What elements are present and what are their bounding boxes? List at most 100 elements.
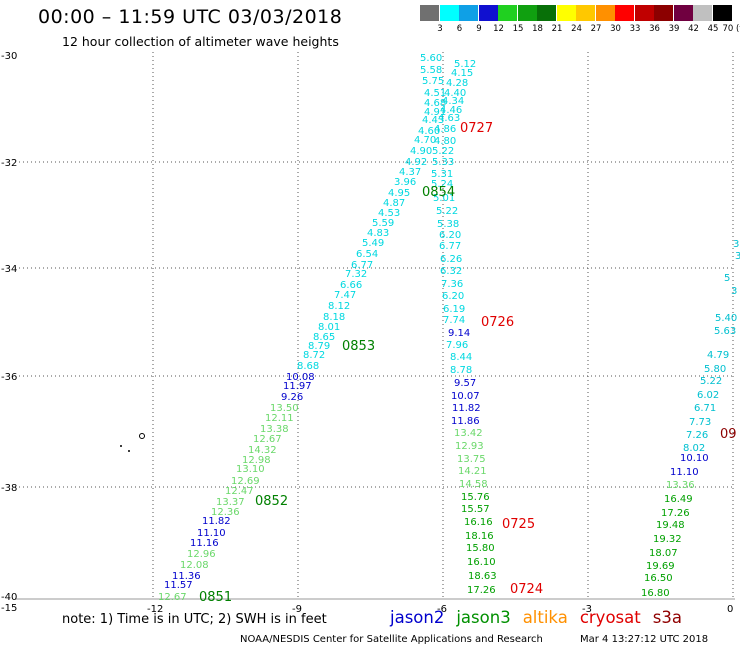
wave-height-label: 7.32	[345, 269, 367, 280]
track-2: 10.0811.979.269.149.5710.0711.8211.8611.…	[164, 328, 709, 591]
wave-height-label: 7.47	[334, 290, 356, 301]
x-tick-label: -12	[147, 604, 163, 615]
colorbar-swatch	[459, 5, 478, 21]
wave-height-label: 7.74	[443, 315, 465, 326]
wave-height-label: 19.48	[656, 520, 685, 531]
wave-height-label: 5.58	[420, 65, 442, 76]
wave-height-label: 11.82	[452, 403, 481, 414]
legend-altika: altika	[522, 608, 568, 627]
wave-height-label: 5.75	[422, 76, 444, 87]
wave-height-label: 8.68	[297, 361, 319, 372]
colorbar-swatch	[537, 5, 556, 21]
colorbar-swatch	[595, 5, 615, 21]
wave-height-label: 5.40	[715, 313, 737, 324]
wave-height-label: 6.54	[356, 249, 378, 260]
colorbar-swatch	[420, 5, 439, 21]
wave-height-label: 7.73	[689, 417, 711, 428]
wave-height-label: 4.34	[442, 96, 464, 107]
colorbar-swatch	[439, 5, 459, 21]
wave-height-label: 8.79	[308, 341, 330, 352]
wave-height-label: 4.90	[410, 146, 432, 157]
wave-height-label: 10.10	[680, 453, 709, 464]
wave-height-label: 6.02	[697, 390, 719, 401]
wave-height-label: 4.70	[414, 135, 436, 146]
wave-height-label: 8.18	[323, 312, 345, 323]
footer-note: note: 1) Time is in UTC; 2) SWH is in fe…	[62, 612, 327, 627]
wave-height-label: 9.57	[454, 378, 476, 389]
wave-height-label: 4.95	[388, 188, 410, 199]
pass-labels: 0727 0854 0726 0853 0852 0725 0724 0851 09	[199, 121, 737, 605]
colorbar-swatch	[654, 5, 673, 21]
wave-height-label: 6.77	[439, 241, 461, 252]
y-tick-label: -15	[1, 603, 17, 614]
wave-height-label: 5.22	[700, 376, 722, 387]
colorbar-label: 42	[688, 24, 699, 34]
wave-height-label: 4.37	[399, 167, 421, 178]
pass-time-label: 09	[720, 427, 737, 442]
wave-height-label: 9.14	[448, 328, 470, 339]
colorbar-label: 6	[456, 24, 463, 34]
colorbar-swatch	[615, 5, 634, 21]
wave-height-label: 6.26	[440, 254, 462, 265]
wave-height-label: 12.67	[253, 434, 282, 445]
wave-height-label: 3.96	[394, 177, 416, 188]
track-1: 5.60 5.12 5.58 4.15 5.75 4.284.514.404.684.34…	[297, 53, 476, 376]
wave-height-label: 4.92	[405, 157, 427, 168]
wave-height-label: 16.50	[644, 573, 673, 584]
pass-time-label: 0852	[255, 494, 288, 509]
track-5: 33535.405.634.795.805.226.026.717.737.26…	[683, 239, 740, 454]
colorbar-label: 18	[532, 24, 543, 34]
wave-height-label: 11.86	[451, 416, 480, 427]
wave-height-label: 4.86	[434, 124, 456, 135]
wave-height-label: 5	[724, 273, 730, 284]
wave-height-label: 18.16	[465, 531, 494, 542]
pass-time-label: 0725	[502, 517, 535, 532]
wave-height-label: 11.97	[283, 381, 312, 392]
track-3: 13.5012.1113.3812.6714.3212.9813.1012.69…	[158, 403, 695, 603]
colorbar-swatch	[556, 5, 576, 21]
colorbar-label: 9	[476, 24, 482, 34]
wave-height-label: 13.75	[457, 454, 486, 465]
wave-height-label: 5.59	[372, 218, 394, 229]
wave-height-label: 6.20	[442, 291, 464, 302]
wave-height-label: 15.57	[461, 504, 490, 515]
wave-height-label: 4.87	[383, 198, 405, 209]
colorbar-swatch	[498, 5, 517, 21]
wave-height-label: 4.40	[444, 88, 466, 99]
wave-height-label: 6.77	[351, 260, 373, 271]
colorbar-label: 21	[551, 24, 563, 34]
wave-height-label: 5.33	[432, 157, 454, 168]
wave-height-label: 4.43	[422, 115, 444, 126]
pass-time-label: 0854	[422, 185, 455, 200]
wave-height-label: 11.82	[202, 516, 231, 527]
map-subtitle: 12 hour collection of altimeter wave hei…	[62, 34, 339, 49]
wave-height-label: 5.22	[436, 206, 458, 217]
colorbar-label: 36	[649, 24, 660, 34]
wave-height-label: 19.32	[653, 534, 682, 545]
wave-height-label: 10.08	[286, 372, 315, 383]
wave-height-label: 8.78	[450, 365, 472, 376]
wave-height-label: 4.68	[424, 98, 446, 109]
wave-height-label: 13.10	[236, 464, 265, 475]
wave-height-label: 6.20	[439, 230, 461, 241]
wave-height-label: 4.91	[424, 107, 446, 118]
wave-height-label: 4.51	[424, 88, 446, 99]
x-tick-label: -6	[437, 604, 447, 615]
wave-height-label: 5.24	[431, 179, 453, 190]
colorbar-label: 24	[571, 24, 582, 34]
wave-height-label: 12.98	[242, 455, 271, 466]
wave-height-label: 5.49	[362, 238, 384, 249]
wave-height-label: 15.76	[461, 492, 490, 503]
wave-height-label: 8.02	[683, 443, 705, 454]
y-tick-label: -36	[1, 372, 17, 383]
wave-height-label: 6.19	[443, 304, 465, 315]
wave-height-label: 12.67	[158, 592, 187, 603]
colorbar-label: 70 (ft)	[722, 24, 740, 34]
wave-height-label: 5.01	[433, 193, 455, 204]
map-title: 00:00 – 11:59 UTC 03/03/2018	[38, 6, 343, 28]
colorbar-label: 3	[437, 24, 443, 34]
wave-height-label: 4.63	[438, 113, 460, 124]
legend-cryosat: cryosat	[579, 608, 641, 627]
